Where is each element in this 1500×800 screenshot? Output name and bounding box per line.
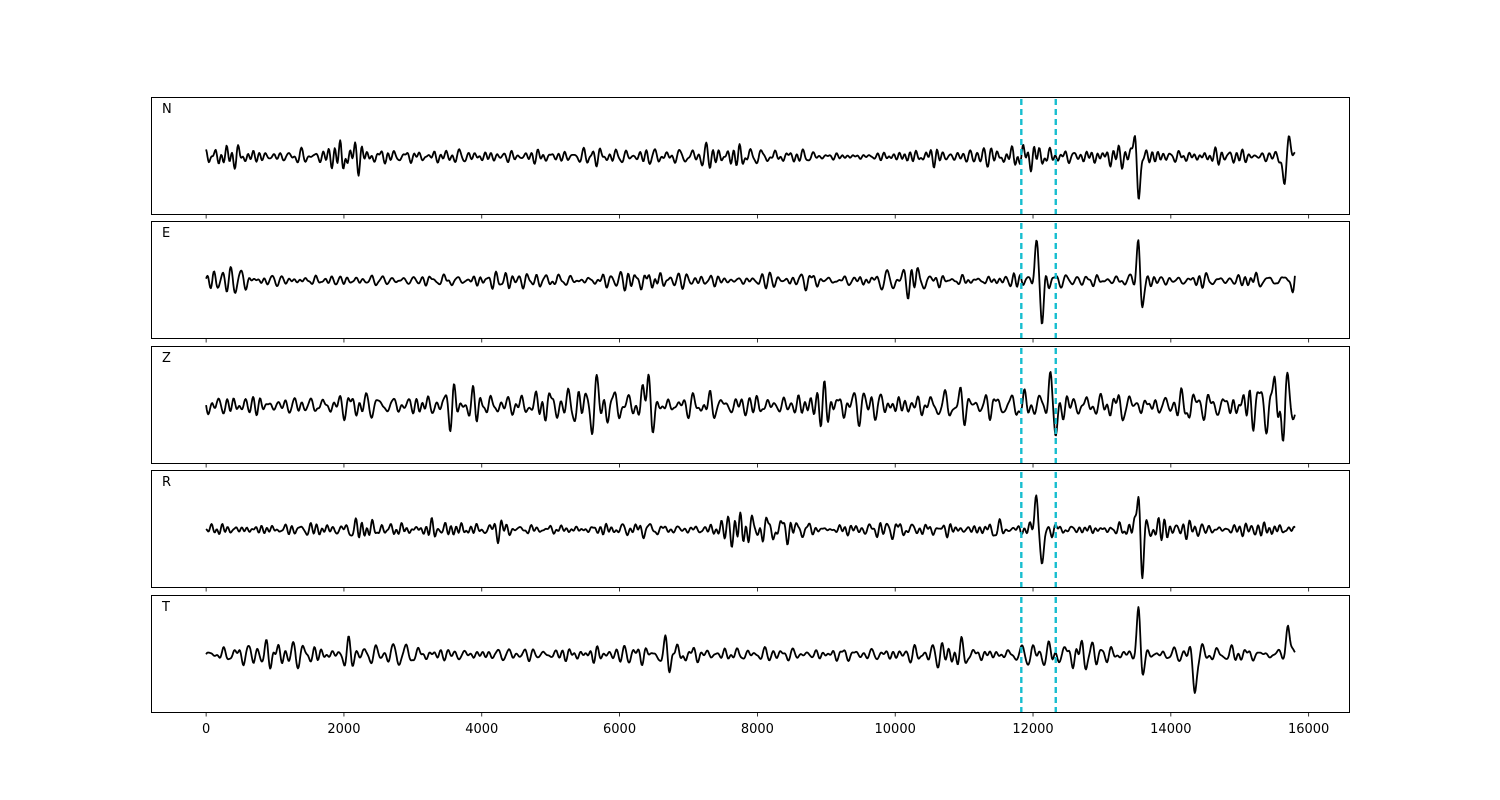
x-tick-label: 4000 (465, 722, 498, 737)
panel-n: N (151, 97, 1350, 219)
panel-label: E (162, 226, 170, 241)
x-tick-label: 12000 (1012, 722, 1053, 737)
x-tick-label: 2000 (327, 722, 360, 737)
x-tick-label: 16000 (1288, 722, 1329, 737)
waveform-z (205, 371, 1296, 442)
panel-label: R (162, 475, 171, 490)
x-tick-label: 8000 (741, 722, 774, 737)
panel-z: Z (151, 346, 1350, 468)
panel-r: R (151, 470, 1350, 592)
x-tick-label: 6000 (603, 722, 636, 737)
x-tick-label: 10000 (875, 722, 916, 737)
panel-t: T (151, 595, 1350, 717)
x-tick-label: 0 (202, 722, 210, 737)
panel-frame (151, 97, 1350, 215)
panel-label: Z (162, 351, 171, 366)
panel-label: N (162, 102, 172, 117)
waveform-e (205, 239, 1296, 325)
x-tick-label: 14000 (1150, 722, 1191, 737)
waveform-r (205, 494, 1296, 580)
waveform-t (205, 606, 1296, 694)
x-axis: 0 2000 4000 6000 8000 10000 12000 14000 16000 (202, 722, 1329, 737)
waveform-n (205, 135, 1296, 200)
panel-e: E (151, 221, 1350, 343)
panels-group: N E Z R T (151, 97, 1350, 717)
panel-label: T (161, 600, 170, 615)
